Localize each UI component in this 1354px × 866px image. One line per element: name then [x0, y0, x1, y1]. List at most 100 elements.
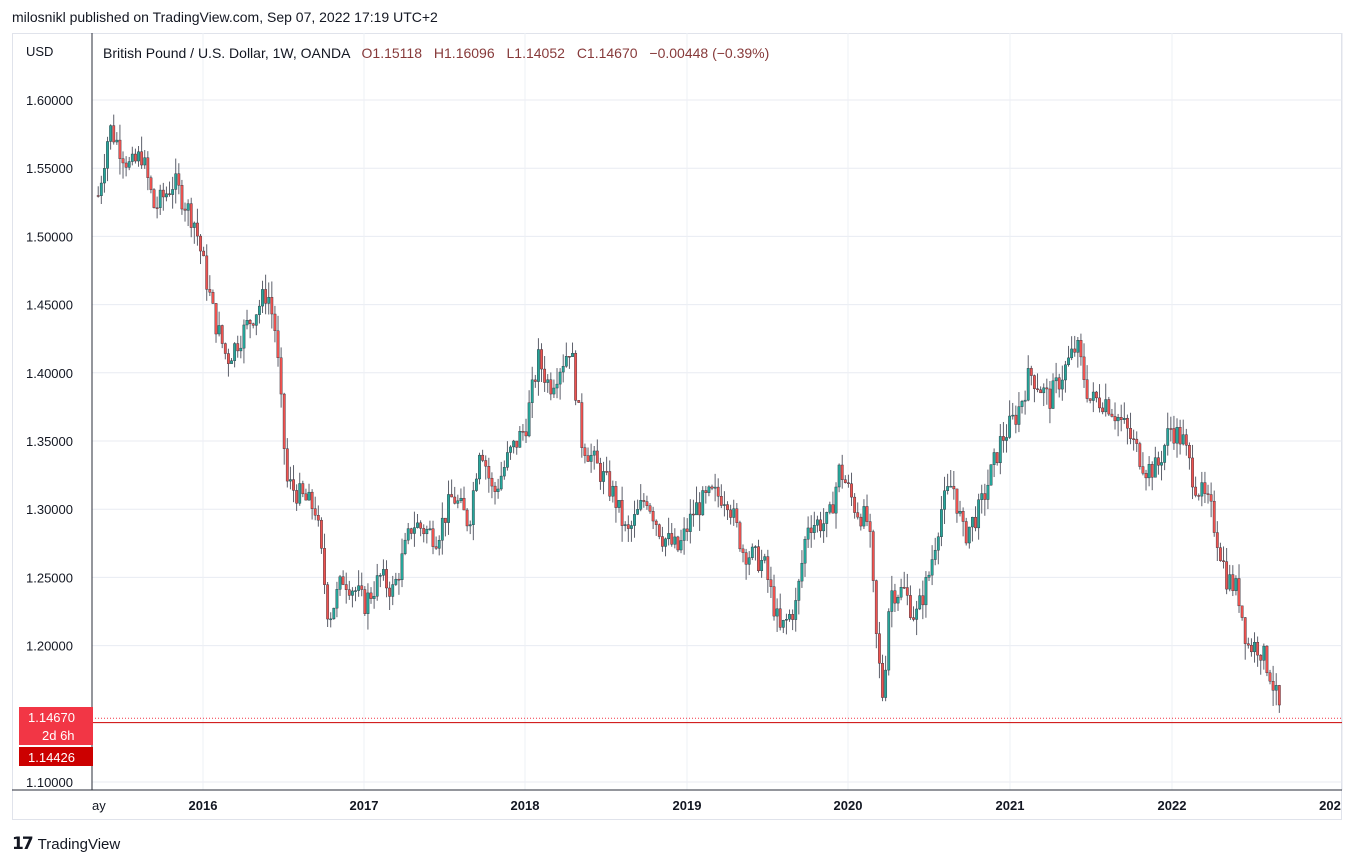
candle-up — [518, 431, 522, 448]
candle-down — [484, 460, 488, 467]
candle-down — [369, 592, 373, 599]
candle-up — [468, 524, 472, 527]
candle-down — [583, 447, 587, 456]
candle-down — [921, 595, 925, 606]
candle-down — [974, 516, 977, 529]
candle-up — [825, 512, 829, 524]
candle-up — [896, 596, 900, 604]
candle-up — [530, 379, 534, 403]
candle-up — [378, 575, 382, 577]
candle-down — [741, 548, 745, 553]
candle-up — [174, 173, 178, 190]
x-tick-label: 2021 — [996, 798, 1025, 813]
candle-up — [630, 525, 633, 529]
candle-up — [1091, 391, 1095, 401]
candle-up — [785, 619, 788, 621]
candle-down — [1172, 428, 1176, 444]
candle-up — [822, 523, 826, 532]
candle-down — [189, 203, 193, 228]
candle-up — [440, 517, 444, 541]
y-tick-label: 1.45000 — [26, 298, 73, 313]
candle-up — [99, 182, 103, 196]
candle-down — [568, 356, 571, 358]
candle-down — [180, 185, 184, 210]
candle-up — [338, 576, 342, 590]
candle-up — [754, 546, 757, 548]
candle-up — [1160, 462, 1163, 466]
candle-down — [1101, 407, 1105, 413]
legend: British Pound / U.S. Dollar, 1W, OANDA O… — [103, 45, 769, 61]
candle-up — [171, 189, 175, 195]
candle-down — [645, 501, 649, 506]
candle-down — [1225, 561, 1229, 590]
candle-down — [1119, 417, 1123, 420]
candle-down — [1268, 672, 1272, 682]
candle-up — [1051, 380, 1055, 409]
candle-down — [692, 513, 695, 516]
candle-down — [710, 486, 714, 489]
candle-down — [1243, 617, 1247, 644]
candle-down — [202, 250, 206, 257]
candle-up — [664, 538, 667, 547]
candle-down — [304, 493, 308, 501]
candle-up — [1200, 482, 1204, 497]
candle-down — [769, 579, 773, 587]
candle-up — [589, 454, 593, 462]
legend-symbol: British Pound / U.S. Dollar, 1W, OANDA — [103, 45, 351, 61]
candle-up — [512, 440, 516, 448]
x-axis-ticks: ay 2016 2017 2018 2019 2020 2021 2022 202 — [92, 798, 1341, 813]
candle-down — [881, 663, 884, 698]
candle-down — [698, 502, 702, 516]
candle-down — [409, 528, 413, 534]
candle-up — [998, 436, 1002, 464]
candle-up — [496, 488, 500, 492]
candle-up — [884, 669, 888, 698]
candle-up — [927, 574, 931, 578]
candle-up — [130, 153, 134, 162]
candle-down — [1110, 413, 1114, 417]
candle-down — [419, 522, 423, 529]
legend-open: O1.15118 — [362, 45, 423, 61]
candle-down — [874, 580, 878, 634]
candle-up — [143, 157, 147, 166]
candle-up — [127, 161, 131, 168]
candle-up — [335, 589, 339, 609]
candle-down — [301, 483, 305, 495]
candle-up — [816, 519, 819, 526]
candle-up — [1064, 364, 1067, 381]
candle-up — [502, 467, 506, 477]
candle-up — [1008, 415, 1012, 438]
candle-down — [264, 289, 268, 304]
candle-down — [1250, 644, 1253, 653]
candle-down — [719, 496, 723, 506]
candle-down — [121, 158, 125, 164]
candle-up — [1153, 457, 1157, 478]
candle-down — [112, 125, 116, 143]
candle-up — [571, 353, 574, 357]
candle-up — [617, 500, 621, 508]
candle-up — [354, 590, 357, 592]
candle-up — [527, 402, 531, 437]
candle-down — [608, 471, 612, 497]
candle-up — [499, 475, 503, 490]
candle-up — [425, 528, 429, 535]
candle-up — [475, 478, 478, 491]
candle-down — [626, 524, 630, 529]
candle-down — [1045, 387, 1049, 390]
candle-up — [1274, 685, 1278, 691]
footer[interactable]: 17 TradingView — [12, 834, 120, 854]
candle-down — [809, 527, 813, 533]
candle-up — [679, 540, 683, 551]
candle-up — [1166, 428, 1170, 446]
candle-up — [1060, 379, 1064, 390]
candle-up — [602, 471, 605, 482]
candle-down — [685, 528, 689, 532]
legend-low: L1.14052 — [507, 45, 566, 61]
candle-up — [106, 141, 109, 169]
candle-up — [437, 540, 441, 549]
candle-down — [955, 488, 959, 514]
candle-up — [564, 356, 568, 367]
candle-down — [118, 139, 122, 159]
candle-down — [270, 297, 274, 315]
